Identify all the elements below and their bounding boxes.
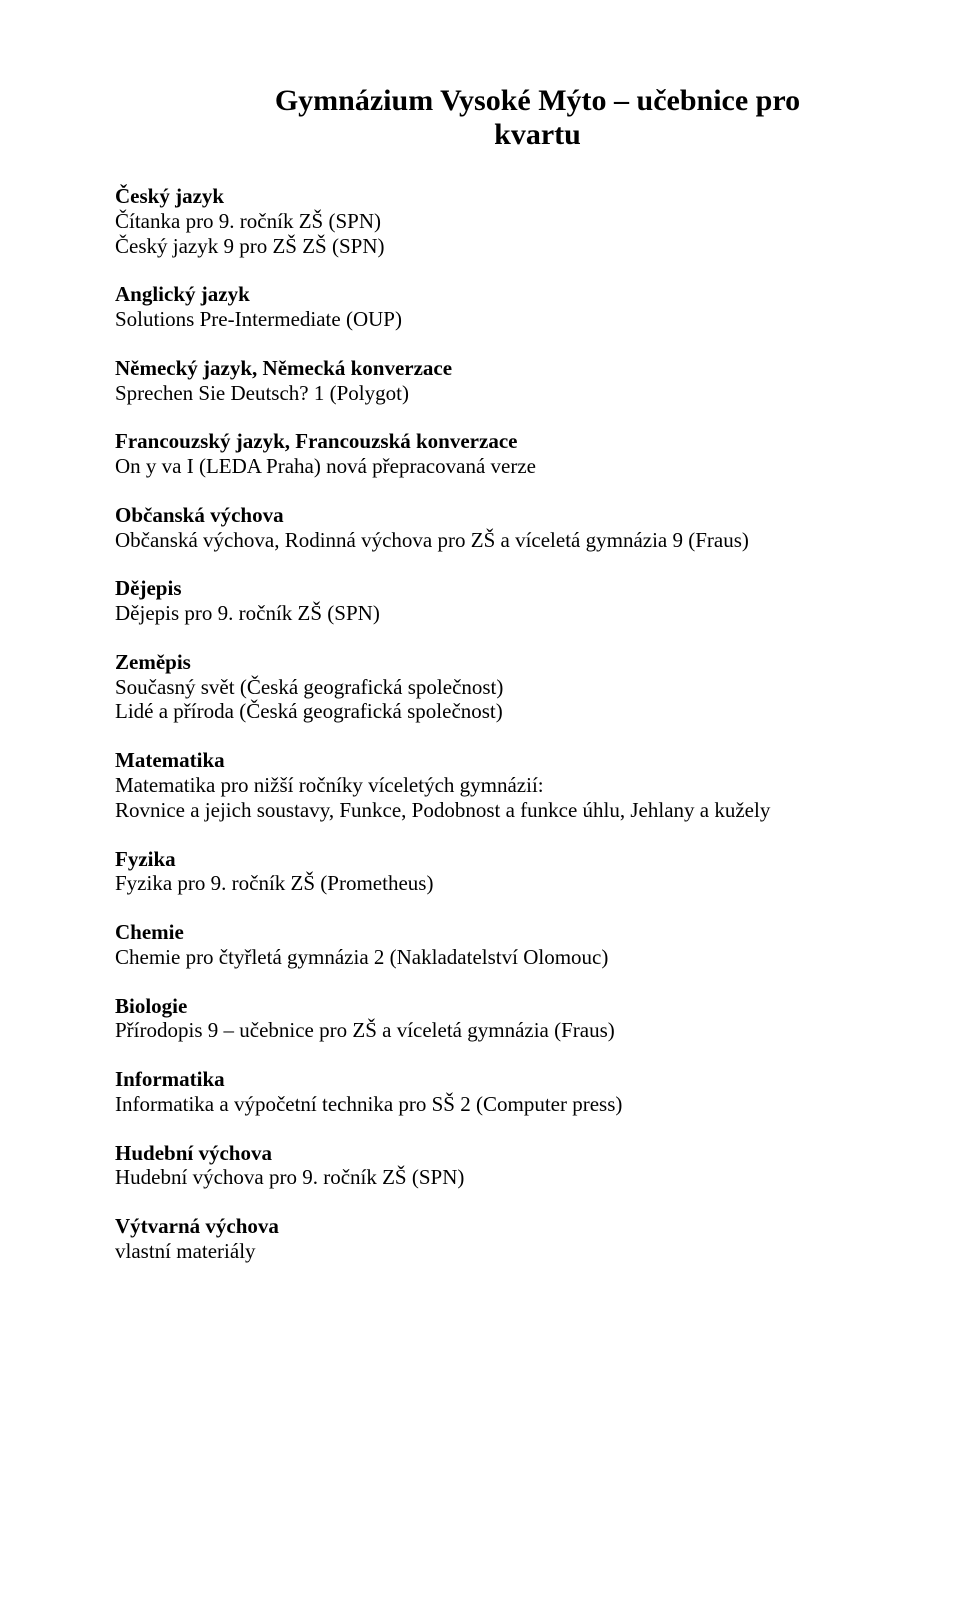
section: Občanská výchovaObčanská výchova, Rodinn… <box>115 503 845 553</box>
section-line: Čítanka pro 9. ročník ZŠ (SPN) <box>115 209 845 234</box>
section-line: Fyzika pro 9. ročník ZŠ (Prometheus) <box>115 871 845 896</box>
section-heading: Český jazyk <box>115 184 845 209</box>
section-heading: Zeměpis <box>115 650 845 675</box>
section-heading: Chemie <box>115 920 845 945</box>
section-heading: Dějepis <box>115 576 845 601</box>
section-heading: Hudební výchova <box>115 1141 845 1166</box>
section: DějepisDějepis pro 9. ročník ZŠ (SPN) <box>115 576 845 626</box>
section: FyzikaFyzika pro 9. ročník ZŠ (Prometheu… <box>115 847 845 897</box>
section: MatematikaMatematika pro nižší ročníky v… <box>115 748 845 822</box>
section-line: Český jazyk 9 pro ZŠ ZŠ (SPN) <box>115 234 845 259</box>
section-line: Dějepis pro 9. ročník ZŠ (SPN) <box>115 601 845 626</box>
section-heading: Francouzský jazyk, Francouzská konverzac… <box>115 429 845 454</box>
section-heading: Občanská výchova <box>115 503 845 528</box>
sections-container: Český jazykČítanka pro 9. ročník ZŠ (SPN… <box>115 184 845 1264</box>
section: ChemieChemie pro čtyřletá gymnázia 2 (Na… <box>115 920 845 970</box>
section: BiologiePřírodopis 9 – učebnice pro ZŠ a… <box>115 994 845 1044</box>
section-line: Rovnice a jejich soustavy, Funkce, Podob… <box>115 798 845 823</box>
section-heading: Matematika <box>115 748 845 773</box>
section-heading: Fyzika <box>115 847 845 872</box>
section: Český jazykČítanka pro 9. ročník ZŠ (SPN… <box>115 184 845 258</box>
section-line: Chemie pro čtyřletá gymnázia 2 (Nakladat… <box>115 945 845 970</box>
section-line: Sprechen Sie Deutsch? 1 (Polygot) <box>115 381 845 406</box>
section: Výtvarná výchovavlastní materiály <box>115 1214 845 1264</box>
page-title: Gymnázium Vysoké Mýto – učebnice pro kva… <box>230 84 845 152</box>
section-line: Informatika a výpočetní technika pro SŠ … <box>115 1092 845 1117</box>
section: Francouzský jazyk, Francouzská konverzac… <box>115 429 845 479</box>
section: Anglický jazykSolutions Pre-Intermediate… <box>115 282 845 332</box>
section-line: vlastní materiály <box>115 1239 845 1264</box>
section-heading: Výtvarná výchova <box>115 1214 845 1239</box>
section-line: Přírodopis 9 – učebnice pro ZŠ a vícelet… <box>115 1018 845 1043</box>
section-heading: Biologie <box>115 994 845 1019</box>
section-line: Současný svět (Česká geografická společn… <box>115 675 845 700</box>
section: ZeměpisSoučasný svět (Česká geografická … <box>115 650 845 724</box>
section: Německý jazyk, Německá konverzaceSpreche… <box>115 356 845 406</box>
section-line: Matematika pro nižší ročníky víceletých … <box>115 773 845 798</box>
section-line: Občanská výchova, Rodinná výchova pro ZŠ… <box>115 528 845 553</box>
section-heading: Informatika <box>115 1067 845 1092</box>
section-line: On y va I (LEDA Praha) nová přepracovaná… <box>115 454 845 479</box>
section-line: Solutions Pre-Intermediate (OUP) <box>115 307 845 332</box>
section-line: Lidé a příroda (Česká geografická společ… <box>115 699 845 724</box>
page: Gymnázium Vysoké Mýto – učebnice pro kva… <box>0 0 960 1418</box>
section-line: Hudební výchova pro 9. ročník ZŠ (SPN) <box>115 1165 845 1190</box>
section-heading: Anglický jazyk <box>115 282 845 307</box>
section: InformatikaInformatika a výpočetní techn… <box>115 1067 845 1117</box>
section: Hudební výchovaHudební výchova pro 9. ro… <box>115 1141 845 1191</box>
section-heading: Německý jazyk, Německá konverzace <box>115 356 845 381</box>
